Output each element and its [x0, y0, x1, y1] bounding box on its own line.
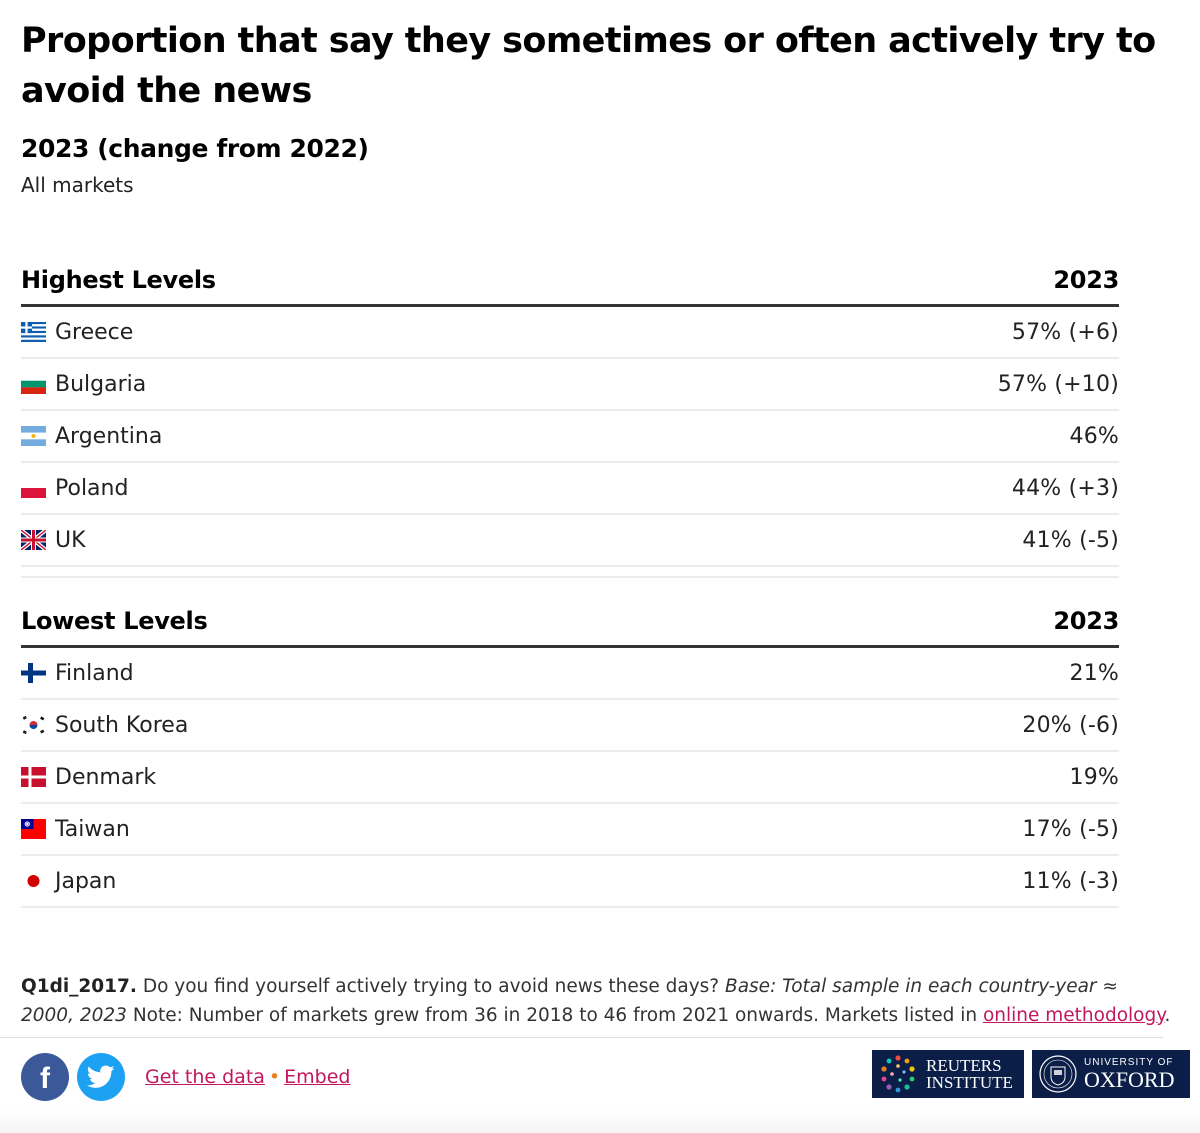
- column-heading: 2023: [1053, 607, 1119, 635]
- chart-title: Proportion that say they sometimes or of…: [21, 21, 1156, 111]
- oxford-logo: UNIVERSITY OF OXFORD: [1032, 1050, 1190, 1098]
- reuters-line-1: REUTERS: [926, 1056, 1002, 1075]
- value-cell: 44% (+3): [1011, 475, 1119, 501]
- oxford-crest-icon: [1039, 1055, 1077, 1093]
- country-cell: Finland: [21, 661, 134, 686]
- country-cell: Argentina: [21, 424, 162, 449]
- table-row: South Korea 20% (-6): [21, 700, 1119, 752]
- country-cell: Taiwan: [21, 817, 130, 842]
- table-row: Bulgaria 57% (+10): [21, 359, 1119, 411]
- country-name: Finland: [55, 660, 134, 686]
- reuters-institute-logo: REUTERS INSTITUTE: [872, 1050, 1024, 1098]
- value-cell: 41% (-5): [1022, 527, 1119, 553]
- table-row: Greece 57% (+6): [21, 307, 1119, 359]
- country-cell: Bulgaria: [21, 372, 146, 397]
- table-row: Argentina 46%: [21, 411, 1119, 463]
- reuters-dots-icon: [881, 1055, 915, 1093]
- get-data-link[interactable]: Get the data: [145, 1066, 265, 1088]
- reuters-line-2: INSTITUTE: [926, 1073, 1013, 1092]
- note-text: Note: Number of markets grew from 36 in …: [126, 1005, 983, 1026]
- country-name: Taiwan: [55, 816, 130, 842]
- question-code: Q1di_2017.: [21, 976, 137, 997]
- facebook-icon: f: [40, 1062, 51, 1095]
- table-row: Denmark 19%: [21, 752, 1119, 804]
- twitter-icon: [87, 1065, 115, 1088]
- country-name: Denmark: [55, 764, 157, 790]
- table-row: Poland 44% (+3): [21, 463, 1119, 515]
- section-heading: Lowest Levels: [21, 607, 208, 635]
- country-name: South Korea: [55, 712, 189, 738]
- chart-subtitle: 2023 (change from 2022): [21, 134, 369, 163]
- flag-uk-icon: [19, 528, 48, 552]
- flag-south-korea-icon: [21, 715, 46, 735]
- country-name: Greece: [55, 319, 134, 345]
- methodology-link[interactable]: online methodology: [982, 1005, 1165, 1026]
- value-cell: 57% (+6): [1011, 319, 1119, 345]
- link-separator: •: [268, 1066, 281, 1088]
- section-heading: Highest Levels: [21, 266, 216, 294]
- table-rows: Greece 57% (+6) Bulgaria 57% (+10) Argentina…: [19, 307, 1119, 567]
- country-cell: South Korea: [21, 713, 188, 738]
- value-cell: 11% (-3): [1022, 868, 1119, 894]
- value-cell: 57% (+10): [997, 371, 1119, 397]
- table-row: Taiwan 17% (-5): [21, 804, 1119, 856]
- country-name: Argentina: [55, 423, 163, 449]
- country-cell: Denmark: [21, 765, 156, 790]
- flag-poland-icon: [21, 478, 46, 498]
- table-row: Finland 21%: [21, 648, 1119, 700]
- table-row: UK 41% (-5): [19, 515, 1119, 567]
- value-cell: 20% (-6): [1022, 712, 1119, 738]
- country-cell: Greece: [21, 320, 133, 345]
- section-header: Lowest Levels 2023: [21, 597, 1119, 648]
- flag-finland-icon: [21, 663, 46, 683]
- footnote: Q1di_2017. Do you find yourself actively…: [21, 972, 1171, 1030]
- column-heading: 2023: [1053, 266, 1119, 294]
- country-cell: Poland: [21, 476, 128, 501]
- flag-greece-icon: [21, 322, 46, 342]
- country-name: Japan: [55, 868, 117, 894]
- flag-argentina-icon: [21, 426, 46, 446]
- country-name: Poland: [55, 475, 129, 501]
- country-name: UK: [55, 527, 86, 553]
- lowest-levels-table: Lowest Levels 2023 Finland 21% South Korea…: [21, 597, 1119, 908]
- flag-denmark-icon: [21, 767, 46, 787]
- twitter-share-button[interactable]: [77, 1053, 125, 1101]
- value-cell: 21%: [1069, 660, 1119, 686]
- table-rows: Finland 21% South Korea 20% (-6) Denmark 19% T…: [21, 648, 1119, 908]
- flag-bulgaria-icon: [21, 374, 46, 394]
- oxford-line-1: UNIVERSITY OF: [1084, 1056, 1174, 1068]
- bottom-shade: [0, 1110, 1200, 1133]
- footer-links: Get the data • Embed: [145, 1066, 350, 1088]
- footnote-end: .: [1164, 1005, 1171, 1026]
- value-cell: 46%: [1069, 423, 1119, 449]
- markets-label: All markets: [21, 173, 134, 197]
- country-cell: UK: [19, 527, 86, 553]
- table-row: Japan 11% (-3): [21, 856, 1119, 908]
- country-cell: Japan: [21, 869, 116, 894]
- value-cell: 17% (-5): [1022, 816, 1119, 842]
- country-name: Bulgaria: [55, 371, 147, 397]
- flag-japan-icon: [21, 871, 46, 891]
- embed-link[interactable]: Embed: [284, 1066, 351, 1088]
- section-header: Highest Levels 2023: [21, 256, 1119, 307]
- footer-divider: [0, 1037, 1163, 1038]
- flag-taiwan-icon: [21, 819, 46, 839]
- facebook-share-button[interactable]: f: [21, 1053, 69, 1101]
- value-cell: 19%: [1069, 764, 1119, 790]
- highest-levels-table: Highest Levels 2023 Greece 57% (+6) Bulgar…: [19, 256, 1119, 567]
- question-text: Do you find yourself actively trying to …: [136, 976, 726, 997]
- section-divider: [21, 576, 1119, 578]
- svg-text:f: f: [40, 1062, 51, 1095]
- oxford-line-2: OXFORD: [1084, 1066, 1175, 1092]
- base-text: Base: Total sample in each country-year …: [21, 976, 1118, 1026]
